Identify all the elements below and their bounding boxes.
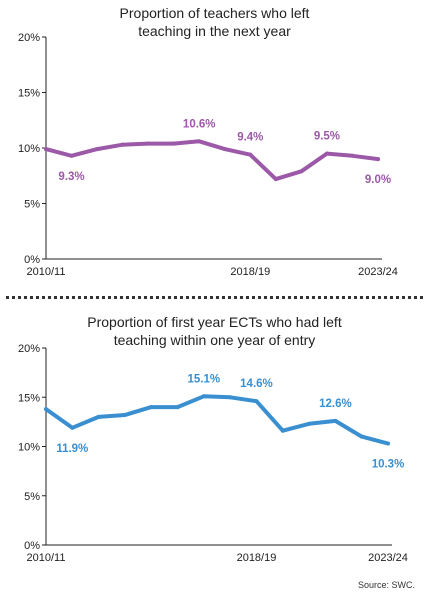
y-tick-label: 20% <box>18 32 40 44</box>
x-tick-label: 2010/11 <box>27 266 66 278</box>
data-point <box>254 399 259 404</box>
data-point <box>197 139 202 144</box>
data-label: 11.9% <box>56 443 88 455</box>
chart-ects-left: Proportion of first year ECTs who had le… <box>0 305 429 575</box>
y-tick-label: 15% <box>18 392 40 404</box>
data-point <box>122 412 127 417</box>
y-tick-label: 0% <box>24 254 40 266</box>
data-label: 12.6% <box>319 398 352 410</box>
chart-title-line-2: teaching in the next year <box>138 23 291 39</box>
data-point <box>228 395 233 400</box>
data-point <box>299 169 304 174</box>
y-tick-label: 10% <box>18 143 40 155</box>
data-point <box>324 151 329 156</box>
data-label: 9.4% <box>237 132 263 144</box>
y-tick-label: 10% <box>18 442 40 454</box>
data-point <box>69 153 74 158</box>
data-point <box>376 157 380 162</box>
chart-title: Proportion of teachers who left teaching… <box>0 4 429 40</box>
data-label: 9.0% <box>365 174 391 186</box>
line-chart-svg: 0% 5% 10% 15% 20% 2010/11 2018/19 2023/24 11.9% 1… <box>18 343 408 564</box>
chart-title-line-1: Proportion of first year ECTs who had le… <box>87 314 342 330</box>
y-tick-label: 15% <box>18 88 40 100</box>
data-point <box>386 441 390 446</box>
data-label: 10.6% <box>183 118 216 130</box>
series-line <box>44 139 380 182</box>
data-point <box>273 177 278 182</box>
dotted-separator <box>6 296 423 299</box>
data-point <box>222 147 227 152</box>
chart-title: Proportion of first year ECTs who had le… <box>0 313 429 349</box>
chart-title-line-2: teaching within one year of entry <box>113 332 316 348</box>
data-point <box>175 405 180 410</box>
data-label: 10.3% <box>372 459 405 471</box>
y-tick-label: 5% <box>24 199 40 211</box>
data-point <box>201 394 206 399</box>
data-point <box>280 428 285 433</box>
data-label: 15.1% <box>188 373 221 385</box>
data-point <box>149 405 154 410</box>
y-tick-label: 5% <box>24 491 40 503</box>
x-tick-label: 2018/19 <box>237 552 277 564</box>
chart-teachers-left: Proportion of teachers who left teaching… <box>0 0 429 290</box>
data-label: 9.3% <box>58 171 84 183</box>
line-chart-svg: 0% 5% 10% 15% 20% 2010/11 2018/19 2023/24 9.3% 10… <box>18 32 398 278</box>
y-tick-label: 20% <box>18 343 40 355</box>
data-point <box>120 142 125 147</box>
x-tick-label: 2023/24 <box>368 552 408 564</box>
data-point <box>350 153 355 158</box>
data-point <box>307 421 312 426</box>
data-point <box>70 425 75 430</box>
data-point <box>44 147 48 152</box>
series-line <box>44 394 390 446</box>
data-point <box>359 434 364 439</box>
data-point <box>95 147 100 152</box>
data-point <box>248 152 253 157</box>
x-tick-label: 2018/19 <box>230 266 270 278</box>
y-tick-label: 0% <box>24 540 40 552</box>
data-point <box>146 141 151 146</box>
source-note: Source: SWC. <box>357 580 415 590</box>
data-label: 14.6% <box>240 378 273 390</box>
data-point <box>96 414 101 419</box>
data-label: 9.5% <box>314 131 340 143</box>
x-tick-label: 2023/24 <box>358 266 398 278</box>
data-point <box>44 407 48 412</box>
x-tick-label: 2010/11 <box>27 552 66 564</box>
chart-title-line-1: Proportion of teachers who left <box>119 5 310 21</box>
data-point <box>333 418 338 423</box>
data-point <box>171 141 176 146</box>
